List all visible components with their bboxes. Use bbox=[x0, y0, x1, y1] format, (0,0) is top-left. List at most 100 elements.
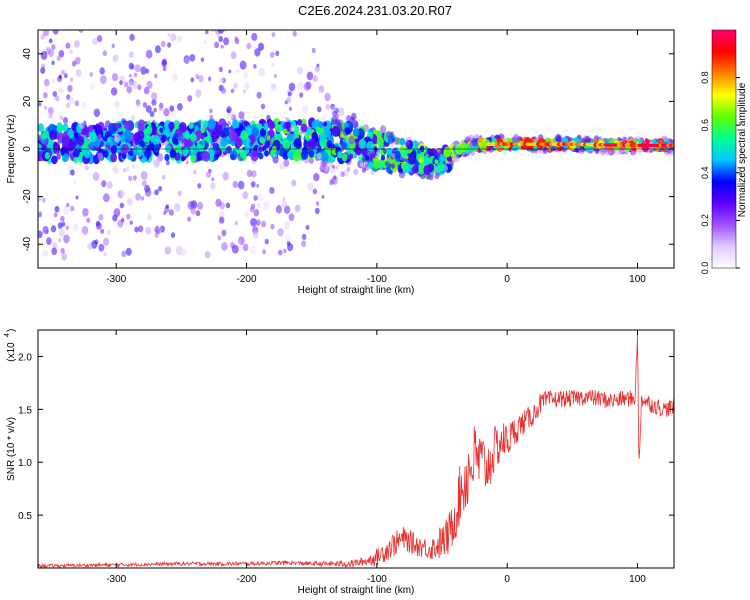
spectrogram-cell bbox=[43, 30, 50, 37]
spectrogram-cell bbox=[71, 60, 77, 67]
spectrogram-cell bbox=[436, 152, 441, 158]
spectrogram-cell bbox=[352, 127, 360, 137]
spectrogram-cell bbox=[180, 142, 185, 148]
spectrogram-cell bbox=[292, 134, 297, 139]
spectrogram-cell bbox=[389, 169, 393, 175]
spectrogram-cell bbox=[164, 246, 172, 255]
spectrogram-cell bbox=[200, 57, 205, 62]
spectrogram-cell bbox=[257, 194, 264, 202]
spectrogram-cell bbox=[325, 104, 331, 110]
spectrogram-cell bbox=[151, 92, 158, 101]
spectrogram-cell bbox=[173, 203, 181, 212]
spectrogram-cell bbox=[434, 159, 439, 165]
spectrogram-cell bbox=[254, 48, 261, 57]
spectrogram-cell bbox=[320, 150, 329, 162]
spectrogram-cell bbox=[111, 73, 119, 82]
spectrogram-cell bbox=[636, 147, 643, 156]
spectrogram-cell bbox=[54, 205, 60, 213]
x-tick-label: -300 bbox=[106, 274, 126, 285]
spectrogram-cell bbox=[292, 150, 302, 162]
spectrogram-cell bbox=[279, 143, 283, 148]
spectrogram-cell bbox=[138, 225, 144, 233]
spectrogram-cell bbox=[151, 99, 157, 106]
spectrogram-cell bbox=[110, 145, 118, 154]
spectrogram-cell bbox=[190, 133, 197, 142]
spectrogram-cell bbox=[239, 60, 247, 70]
spectrogram-cell bbox=[52, 142, 61, 152]
spectrogram-cell bbox=[261, 220, 267, 228]
spectrogram-cell bbox=[56, 153, 61, 160]
colorbar: 0.0 0.2 0.4 0.6 0.8 Normalized spectral ampl… bbox=[700, 29, 748, 274]
spectrogram-cell bbox=[139, 140, 146, 148]
spectrogram-cell bbox=[62, 134, 71, 145]
spectrogram-cell bbox=[450, 161, 455, 167]
spectrogram-cell bbox=[364, 163, 369, 168]
spectrogram-cell bbox=[260, 103, 266, 110]
spectrogram-cell bbox=[273, 154, 278, 161]
spectrogram-cell bbox=[291, 179, 297, 187]
spectrogram-cell bbox=[324, 92, 331, 102]
spectrogram-cell bbox=[128, 80, 133, 85]
spectrogram-cell bbox=[85, 165, 89, 171]
spectrogram-cell bbox=[323, 121, 328, 127]
spectrogram-cell bbox=[135, 193, 142, 201]
spectrogram-cell bbox=[42, 197, 46, 203]
spectrogram-cell bbox=[140, 170, 148, 180]
spectrogram-cell bbox=[145, 125, 153, 135]
spectrogram-cell bbox=[59, 228, 65, 237]
colorbar-tick-label: 0.6 bbox=[700, 119, 710, 132]
spectrogram-cell bbox=[73, 156, 79, 164]
spectrogram-cell bbox=[103, 252, 107, 257]
spectrogram-cell bbox=[113, 133, 121, 143]
spectrogram-cell bbox=[282, 197, 286, 201]
spectrogram-y-axis: -40 -20 0 20 40 bbox=[22, 48, 674, 251]
spectrogram-cell bbox=[159, 105, 164, 111]
spectrogram-cell bbox=[178, 122, 187, 133]
spectrogram-cell bbox=[156, 226, 162, 235]
spectrogram-cell bbox=[70, 169, 75, 176]
spectrogram-cell bbox=[58, 238, 62, 243]
spectrogram-cell bbox=[192, 145, 199, 155]
spectrogram-cell bbox=[117, 219, 124, 228]
spectrogram-cell bbox=[283, 248, 287, 254]
spectrogram-cell bbox=[218, 210, 225, 220]
spectrogram-cell bbox=[130, 114, 136, 121]
spectrogram-cell bbox=[242, 243, 249, 252]
spectrogram-cell bbox=[238, 180, 245, 190]
spectrogram-cell bbox=[126, 198, 133, 206]
spectrogram-cell bbox=[143, 86, 150, 95]
spectrogram-cell bbox=[301, 233, 307, 240]
spectrogram-cell bbox=[182, 147, 189, 157]
spectrogram-cell bbox=[145, 49, 153, 59]
spectrogram-cell bbox=[170, 33, 177, 42]
spectrogram-cell bbox=[176, 36, 182, 43]
spectrogram-cell bbox=[67, 85, 73, 93]
colorbar-tick-label: 0.8 bbox=[700, 71, 710, 84]
spectrogram-cell bbox=[358, 139, 367, 150]
spectrogram-cell bbox=[59, 115, 63, 121]
spectrogram-cell bbox=[306, 182, 314, 191]
y-tick-label: 1.5 bbox=[18, 405, 32, 416]
spectrogram-cell bbox=[96, 35, 103, 43]
spectrogram-cell bbox=[361, 167, 366, 173]
spectrogram-cell bbox=[103, 193, 110, 203]
spectrogram-cell bbox=[380, 125, 387, 134]
spectrogram-cell bbox=[219, 77, 224, 84]
colorbar-tick-label: 0.4 bbox=[700, 167, 710, 180]
spectrogram-cell bbox=[46, 237, 52, 246]
spectrogram-cell bbox=[297, 82, 304, 91]
spectrogram-cell bbox=[214, 41, 220, 49]
snr-background bbox=[38, 330, 674, 568]
spectrogram-cell bbox=[225, 202, 231, 209]
spectrogram-cell bbox=[338, 172, 342, 177]
spectrogram-cell bbox=[146, 80, 153, 89]
spectrogram-cell bbox=[154, 45, 161, 54]
spectrogram-cell bbox=[326, 140, 333, 149]
spectrogram-cell bbox=[128, 175, 133, 182]
spectrogram-cell bbox=[96, 222, 102, 230]
spectrogram-cell bbox=[297, 119, 303, 126]
spectrogram-cell bbox=[219, 216, 225, 224]
y-tick-label: 20 bbox=[22, 95, 33, 107]
spectrogram-cell bbox=[190, 207, 197, 215]
